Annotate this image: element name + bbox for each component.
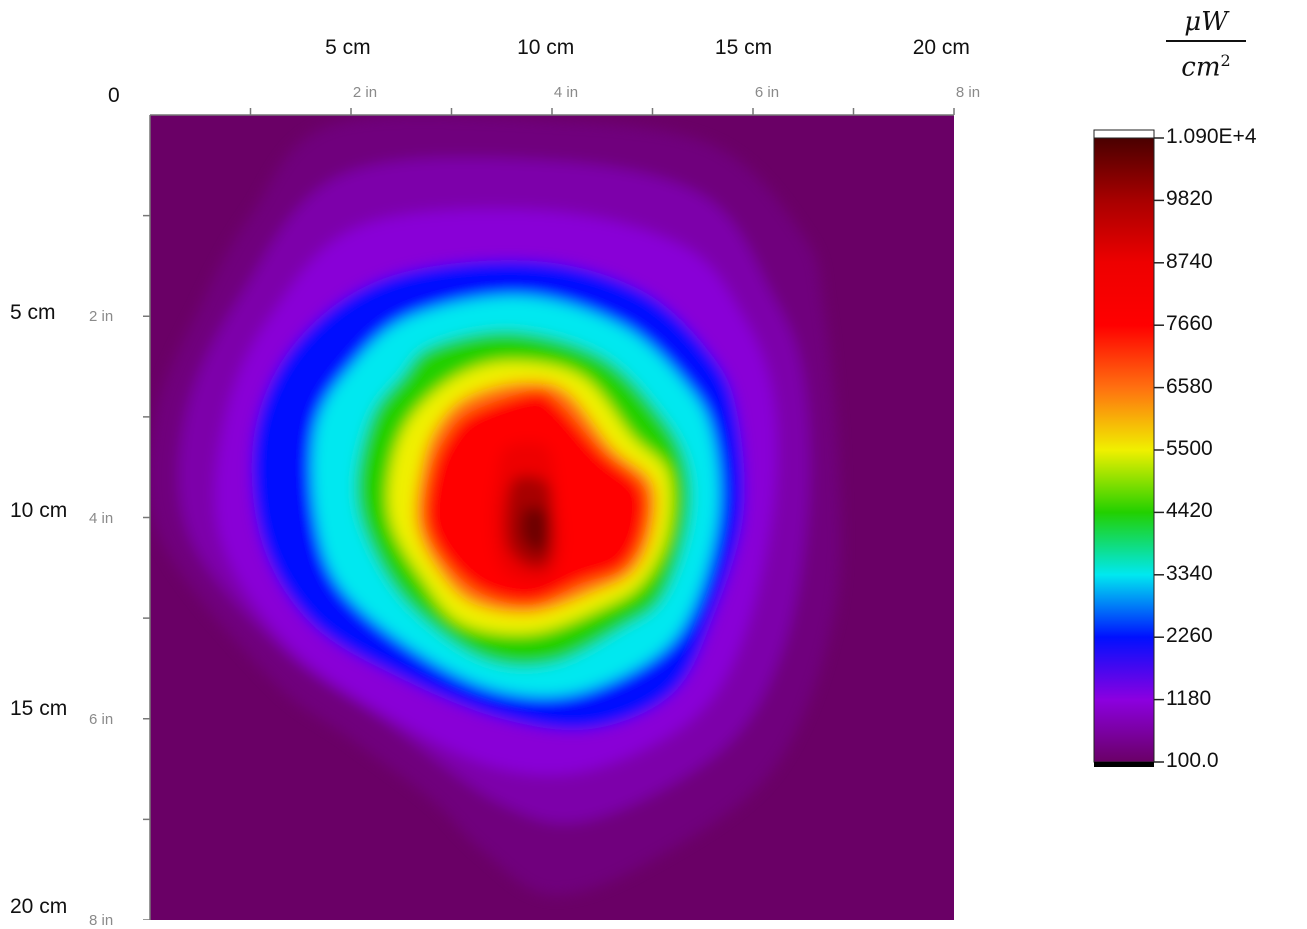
x-cm-tick-label: 20 cm bbox=[912, 36, 970, 59]
colorbar-tick-label: 2260 bbox=[1166, 624, 1213, 648]
x-cm-tick-label: 10 cm bbox=[517, 36, 575, 59]
origin-label: 0 bbox=[108, 84, 120, 107]
colorbar-tick-label: 5500 bbox=[1166, 437, 1213, 460]
contour-band-11 bbox=[520, 507, 549, 553]
colorbar-ticks bbox=[1154, 137, 1164, 763]
unit-exponent: 2 bbox=[1220, 51, 1231, 70]
y-in-tick-label: 6 in bbox=[89, 710, 114, 728]
y-cm-tick-label: 20 cm bbox=[10, 895, 68, 919]
x-in-tick-label: 4 in bbox=[553, 84, 579, 101]
colorbar-tick-label: 3340 bbox=[1166, 561, 1213, 585]
x-cm-tick-label: 5 cm bbox=[325, 36, 371, 59]
colorbar-tick-label: 8740 bbox=[1166, 249, 1213, 273]
colorbar-tick-label: 1.090E+4 bbox=[1166, 125, 1257, 148]
x-in-tick-label: 2 in bbox=[352, 84, 378, 101]
y-in-tick-label: 4 in bbox=[89, 509, 114, 527]
colorbar-underflow-cap bbox=[1094, 762, 1154, 767]
heatmap-plot-area bbox=[150, 115, 954, 920]
x-in-tick-label: 6 in bbox=[754, 84, 780, 101]
unit-denominator: cm bbox=[1181, 52, 1221, 83]
contour-layer bbox=[150, 115, 841, 895]
colorbar bbox=[1093, 129, 1164, 767]
colorbar-tick-label: 7660 bbox=[1166, 312, 1213, 336]
y-cm-tick-label: 5 cm bbox=[10, 301, 56, 325]
colorbar-tick-label: 4420 bbox=[1166, 499, 1213, 523]
x-in-tick-label: 8 in bbox=[955, 84, 981, 101]
colorbar-gradient bbox=[1093, 137, 1155, 763]
y-axis-ticks bbox=[143, 214, 150, 920]
unit-numerator: μW bbox=[1184, 7, 1228, 37]
colorbar-tick-label: 100.0 bbox=[1166, 749, 1219, 772]
colorbar-tick-label: 9820 bbox=[1166, 187, 1213, 211]
colorbar-unit: μW cm2 bbox=[1160, 6, 1252, 85]
y-in-tick-label: 8 in bbox=[89, 912, 114, 929]
y-cm-tick-label: 10 cm bbox=[10, 499, 68, 523]
colorbar-tick-label: 1180 bbox=[1166, 686, 1212, 710]
colorbar-tick-label: 6580 bbox=[1166, 374, 1213, 398]
unit-fraction-bar bbox=[1166, 40, 1246, 42]
x-cm-tick-label: 15 cm bbox=[714, 36, 773, 59]
y-in-tick-label: 2 in bbox=[89, 308, 114, 326]
y-cm-tick-label: 15 cm bbox=[10, 697, 68, 721]
colorbar-overflow-cap bbox=[1093, 129, 1155, 139]
x-axis-ticks bbox=[249, 108, 955, 115]
